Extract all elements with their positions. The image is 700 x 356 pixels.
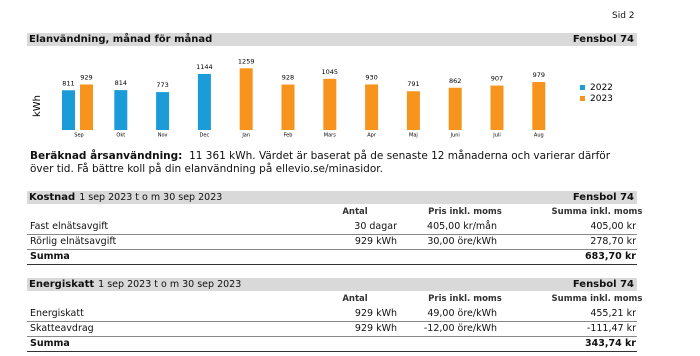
row-separator bbox=[27, 234, 637, 235]
site: Fensbol 74 bbox=[572, 192, 634, 203]
cell: 405,00 kr bbox=[590, 221, 636, 232]
value-label: 979 bbox=[533, 71, 545, 79]
value-label: 791 bbox=[407, 80, 419, 88]
total-value: 683,70 kr bbox=[585, 251, 636, 262]
cell: 929 kWh bbox=[354, 322, 397, 334]
x-tick-label: Okt bbox=[116, 133, 125, 139]
x-tick-label: Apr bbox=[367, 133, 377, 139]
legend-label: 2022 bbox=[590, 83, 613, 93]
bar bbox=[365, 84, 379, 130]
value-label: 811 bbox=[62, 79, 74, 87]
value-label: 929 bbox=[80, 73, 92, 81]
estimate-unit: kWh. bbox=[229, 150, 256, 162]
bar bbox=[281, 84, 295, 130]
cell: 30 dagar bbox=[354, 221, 397, 232]
estimate-text: Värdet är baserat på de senaste 12 månad… bbox=[30, 150, 611, 175]
section-title: Kostnad bbox=[29, 192, 76, 203]
bar bbox=[80, 84, 93, 130]
value-label: 928 bbox=[282, 74, 294, 82]
bar bbox=[62, 90, 75, 130]
site: Fensbol 74 bbox=[572, 34, 634, 45]
estimate: Beräknad årsanvändning: 11 361 kWh. Värd… bbox=[30, 150, 630, 176]
cell: 278,70 kr bbox=[590, 235, 636, 247]
column-header: Antal bbox=[342, 294, 368, 304]
legend-swatch bbox=[580, 85, 585, 90]
bar bbox=[323, 78, 337, 130]
bar bbox=[197, 73, 211, 130]
bar bbox=[448, 87, 462, 130]
y-axis-label: kWh bbox=[32, 95, 43, 117]
row-label: Fast elnätsavgift bbox=[30, 221, 109, 232]
x-tick-label: Juni bbox=[450, 133, 460, 139]
x-tick-label: Sep bbox=[74, 133, 83, 139]
page-label: Sid 2 bbox=[612, 11, 635, 21]
x-tick-label: Aug bbox=[534, 133, 544, 139]
column-header: Antal bbox=[342, 207, 368, 217]
x-tick-label: Maj bbox=[409, 133, 418, 139]
column-header: Pris inkl. moms bbox=[428, 207, 502, 217]
section-header: Energiskatt 1 sep 2023 t o m 30 sep 2023 F… bbox=[27, 278, 637, 291]
bar bbox=[406, 91, 420, 130]
row-label: Rörlig elnätsavgift bbox=[30, 235, 117, 247]
cell: 30,00 öre/kWh bbox=[427, 235, 497, 247]
x-tick-label: Mars bbox=[324, 133, 336, 139]
total-label: Summa bbox=[30, 338, 70, 349]
value-label: 1045 bbox=[322, 68, 339, 76]
legend-label: 2023 bbox=[590, 94, 613, 104]
usage-chart: kWh Sep 811 929 Okt 814 Nov 773 Dec 1144 Jan 1259 F… bbox=[32, 57, 613, 139]
section-title: Energiskatt bbox=[29, 279, 95, 290]
value-label: 814 bbox=[115, 79, 127, 87]
row-label: Skatteavdrag bbox=[30, 322, 94, 334]
x-tick-label: Nov bbox=[158, 133, 168, 139]
cell: 929 kWh bbox=[354, 235, 397, 247]
total-separator bbox=[27, 264, 637, 265]
site: Fensbol 74 bbox=[572, 279, 634, 290]
value-label: 862 bbox=[449, 77, 461, 85]
estimate-label: Beräknad årsanvändning: bbox=[30, 150, 183, 162]
cell: -111,47 kr bbox=[586, 322, 636, 334]
cell: 929 kWh bbox=[354, 308, 397, 319]
period: 1 sep 2023 t o m 30 sep 2023 bbox=[98, 279, 242, 290]
bar bbox=[239, 68, 253, 130]
cell: 455,21 kr bbox=[590, 308, 636, 319]
total-separator bbox=[27, 351, 637, 352]
row-separator bbox=[27, 335, 637, 337]
value-label: 1144 bbox=[196, 63, 213, 71]
value-label: 930 bbox=[365, 73, 377, 81]
bar bbox=[114, 90, 128, 130]
column-header: Summa inkl. moms bbox=[551, 207, 643, 217]
row-separator bbox=[27, 248, 637, 250]
total-label: Summa bbox=[30, 251, 70, 262]
value-label: 773 bbox=[156, 81, 168, 89]
bar bbox=[532, 82, 546, 130]
column-header: Pris inkl. moms bbox=[428, 294, 502, 304]
section-title: Elanvändning, månad för månad bbox=[29, 34, 213, 45]
x-tick-label: Feb bbox=[284, 133, 293, 139]
cell: 49,00 öre/kWh bbox=[427, 308, 497, 319]
column-header: Summa inkl. moms bbox=[551, 294, 643, 304]
legend-swatch bbox=[580, 96, 585, 101]
cell: -12,00 öre/kWh bbox=[423, 322, 497, 334]
estimate-value: 11 361 bbox=[189, 150, 226, 162]
total-value: 343,74 kr bbox=[585, 338, 636, 349]
x-tick-label: Juli bbox=[492, 133, 500, 139]
x-tick-label: Dec bbox=[200, 133, 210, 139]
section-header: Kostnad 1 sep 2023 t o m 30 sep 2023 Fensb… bbox=[27, 191, 637, 204]
bar bbox=[156, 92, 170, 130]
cell: 405,00 kr/mån bbox=[427, 221, 497, 232]
value-label: 907 bbox=[491, 75, 503, 83]
period: 1 sep 2023 t o m 30 sep 2023 bbox=[79, 192, 223, 203]
x-tick-label: Jan bbox=[241, 133, 250, 139]
row-label: Energiskatt bbox=[30, 308, 84, 319]
section-header: Elanvändning, månad för månad Fensbol 74 bbox=[27, 33, 637, 46]
row-separator bbox=[27, 321, 637, 322]
value-label: 1259 bbox=[238, 57, 255, 65]
bar bbox=[490, 85, 504, 130]
